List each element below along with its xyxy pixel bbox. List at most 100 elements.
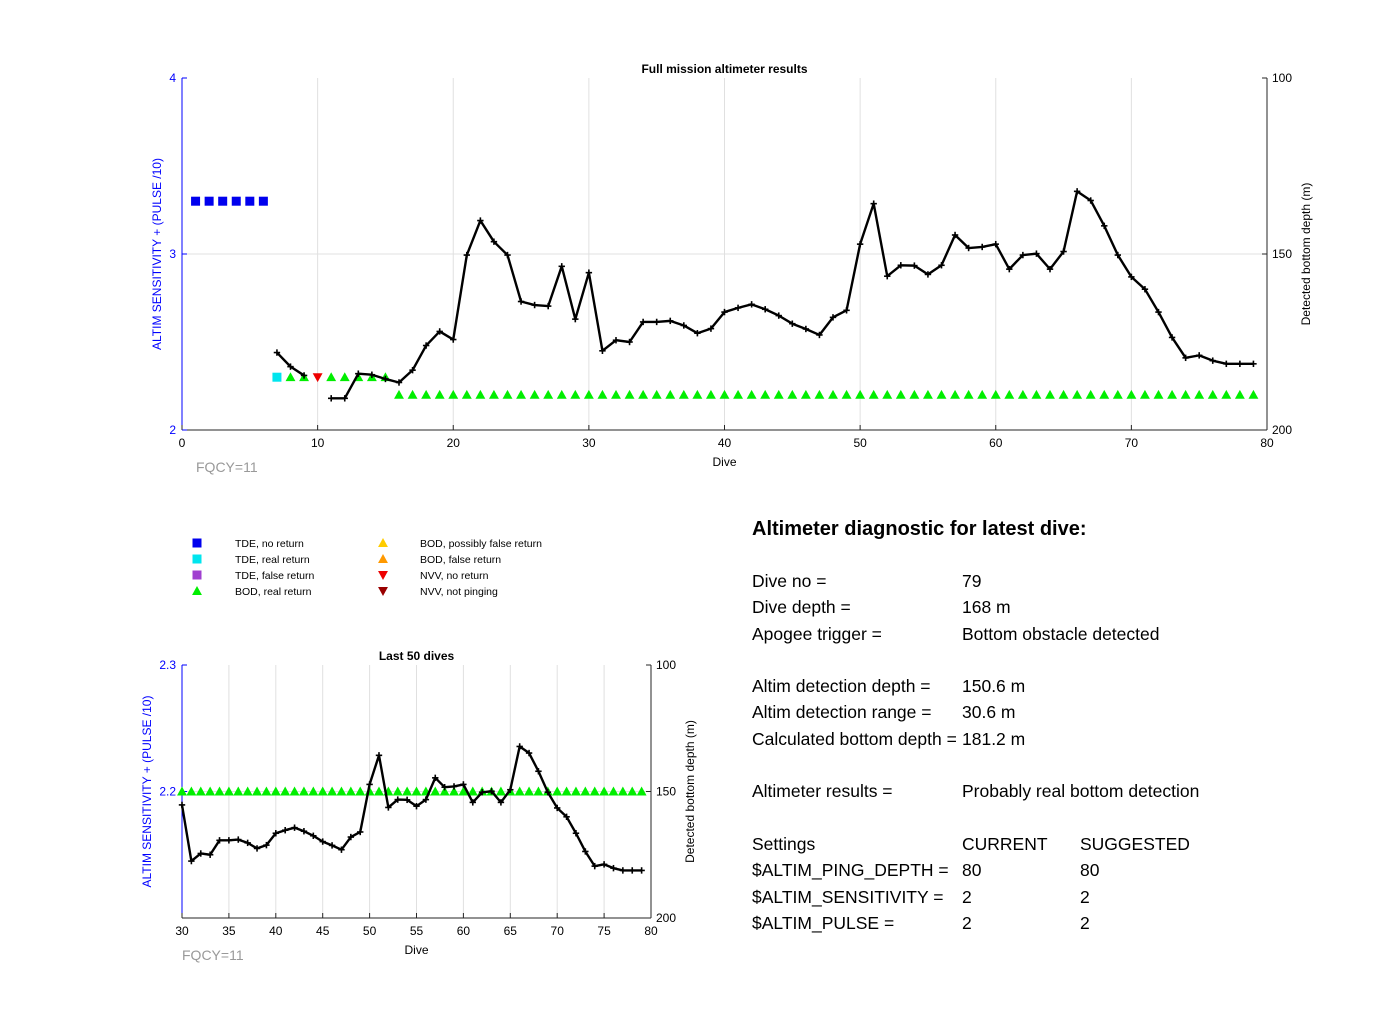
depth-point (1209, 357, 1216, 364)
marker-point (326, 372, 337, 382)
x-tick-label: 20 (447, 436, 461, 450)
depth-point (477, 217, 484, 224)
marker-point (345, 786, 356, 796)
depth-point (1087, 197, 1094, 204)
depth-point (1223, 360, 1230, 368)
marker-point (561, 786, 572, 796)
marker-point (1234, 389, 1245, 399)
depth-point (1155, 308, 1162, 316)
depth-point (911, 262, 918, 269)
chart-title: Full mission altimeter results (641, 62, 807, 76)
depth-point (319, 838, 326, 845)
marker-point (638, 389, 649, 399)
sensitivity-row: $ALTIM_SENSITIVITY = 2 2 (752, 887, 1372, 913)
marker-point (746, 389, 757, 399)
depth-point (619, 867, 627, 874)
legend-label: TDE, false return (235, 570, 315, 582)
depth-point (347, 833, 355, 841)
marker-point (430, 786, 441, 796)
marker-point (1112, 389, 1123, 399)
marker-point (760, 389, 771, 399)
depth-point (206, 851, 214, 858)
depth-point (585, 269, 593, 276)
depth-point (375, 752, 383, 759)
legend-marker (378, 587, 388, 596)
marker-point (1045, 389, 1055, 399)
depth-point (1073, 188, 1081, 195)
marker-point (1139, 389, 1150, 399)
marker-point (392, 786, 403, 796)
y-tick-label: 2.3 (159, 658, 176, 672)
marker-point (608, 786, 619, 796)
x-tick-label: 70 (1125, 436, 1139, 450)
y2-tick-label: 200 (656, 911, 676, 925)
settings-header-row: Settings CURRENT SUGGESTED (752, 834, 1372, 860)
marker-point (599, 786, 610, 796)
marker-point (990, 389, 1001, 399)
depth-point (870, 200, 877, 207)
depth-point (734, 304, 742, 312)
depth-point (463, 251, 471, 259)
depth-point (816, 331, 823, 339)
x-tick-label: 30 (175, 924, 189, 938)
depth-point (368, 371, 376, 378)
legend-marker (378, 538, 388, 547)
depth-point (436, 328, 443, 335)
depth-point (460, 781, 467, 788)
marker-point (458, 786, 469, 796)
y-axis-label: ALTIM SENSITIVITY + (PULSE /10) (150, 158, 164, 350)
x-tick-label: 35 (222, 924, 236, 938)
depth-point (965, 244, 972, 252)
depth-point (680, 322, 688, 329)
depth-point (235, 836, 242, 843)
legend-marker (192, 554, 202, 564)
marker-point (678, 389, 689, 399)
marker-point (1031, 389, 1042, 399)
depth-point (694, 330, 701, 337)
depth-point (1236, 360, 1244, 368)
depth-point (612, 337, 620, 344)
marker-point (719, 389, 730, 399)
depth-point (328, 842, 336, 849)
depth-point (327, 395, 335, 402)
pulse-suggested: 2 (1080, 912, 1090, 933)
depth-point (721, 308, 728, 316)
x-tick-label: 60 (457, 924, 471, 938)
dive-depth-label: Dive depth = (752, 597, 851, 618)
depth-point (1128, 273, 1135, 281)
y2-tick-label: 200 (1272, 423, 1292, 437)
y2-tick-label: 150 (1272, 247, 1292, 261)
depth-point (357, 828, 364, 836)
altim-detection-range-label: Altim detection range = (752, 702, 932, 723)
depth-point (992, 240, 999, 248)
depth-point (450, 783, 458, 790)
marker-point (407, 389, 418, 399)
marker-point (580, 786, 591, 796)
x-tick-label: 55 (410, 924, 424, 938)
y-tick-label: 3 (169, 247, 176, 261)
y2-tick-label: 150 (656, 785, 676, 799)
depth-point (789, 320, 796, 327)
marker-point (1194, 389, 1205, 399)
marker-point (617, 786, 628, 796)
marker-point (936, 389, 947, 399)
marker-point (439, 786, 450, 796)
marker-point (841, 389, 852, 399)
x-axis-label: Dive (712, 455, 736, 469)
depth-point (938, 262, 945, 269)
x-tick-label: 30 (582, 436, 596, 450)
marker-point (597, 389, 608, 399)
ping-depth-current: 80 (962, 860, 982, 881)
depth-point (244, 839, 251, 847)
x-tick-label: 0 (179, 436, 186, 450)
marker-point (289, 786, 300, 796)
marker-point (308, 786, 319, 796)
marker-point (421, 389, 432, 399)
x-tick-label: 80 (1260, 436, 1274, 450)
depth-point (629, 867, 636, 874)
depth-point (263, 841, 270, 849)
y-tick-label: 4 (169, 71, 176, 85)
marker-point (1058, 389, 1069, 399)
altim-detection-depth-row: Altim detection depth = 150.6 m (752, 676, 1372, 702)
last-50-dives-chart: 30 35 40 45 50 55 60 65 70 75 80 2.2 2.3 100 150 200 Las… (140, 649, 697, 963)
